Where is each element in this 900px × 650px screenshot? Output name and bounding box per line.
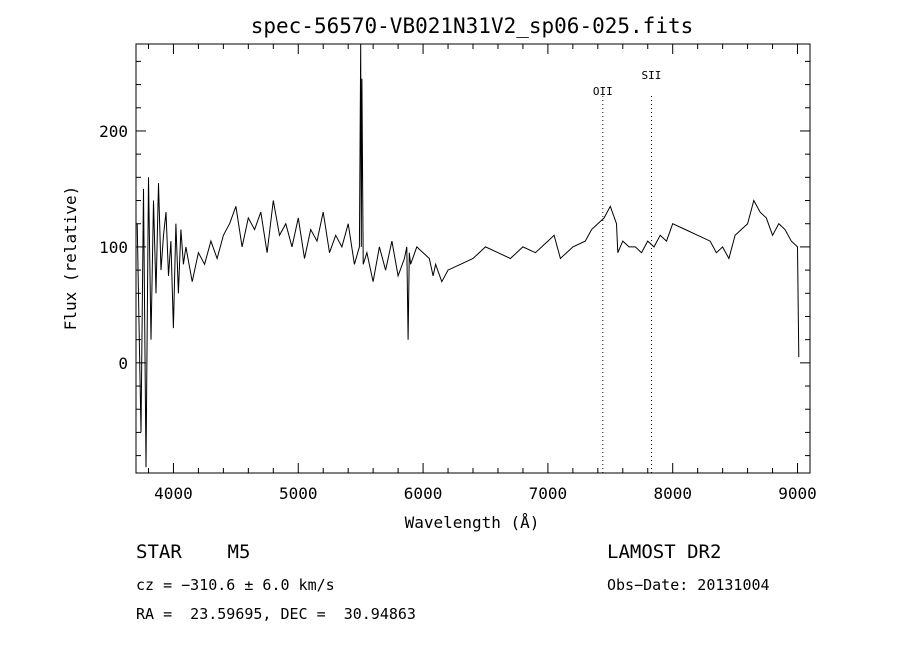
x-tick-label: 4000 <box>154 484 193 503</box>
x-tick-label: 7000 <box>529 484 568 503</box>
spectrum-line <box>136 43 800 468</box>
y-tick-label: 200 <box>99 122 128 141</box>
coordinates: RA = 23.59695, DEC = 30.94863 <box>136 605 416 623</box>
redshift-info: cz = −310.6 ± 6.0 km/s <box>136 576 335 594</box>
obs-date: Obs−Date: 20131004 <box>607 576 770 594</box>
y-tick-label: 0 <box>118 354 128 373</box>
x-axis-label: Wavelength (Å) <box>405 513 540 532</box>
x-tick-label: 8000 <box>653 484 692 503</box>
x-tick-label: 9000 <box>778 484 817 503</box>
emission-line-label: SII <box>642 69 662 82</box>
emission-line-label: OII <box>593 85 613 98</box>
axis-ticks: 4000 5000 6000 7000 8000 9000 0 100 200 <box>99 44 817 503</box>
spectrum-series <box>136 43 800 468</box>
survey-name: LAMOST DR2 <box>607 541 722 563</box>
x-tick-label: 5000 <box>279 484 318 503</box>
x-tick-label: 6000 <box>404 484 443 503</box>
chart-title: spec-56570-VB021N31V2_sp06-025.fits <box>251 14 694 38</box>
object-type: STAR M5 <box>136 541 251 563</box>
emission-lines: OII SII <box>593 69 662 473</box>
y-tick-label: 100 <box>99 238 128 257</box>
y-axis-label: Flux (relative) <box>61 186 80 331</box>
